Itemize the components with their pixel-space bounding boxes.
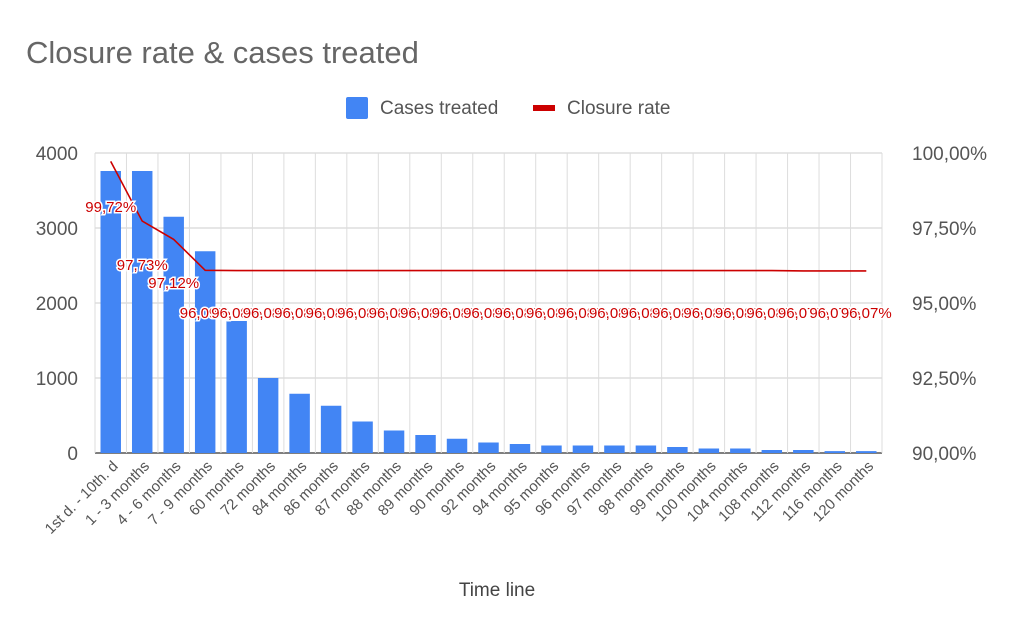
data-label-closure-rate: 96,08%: [526, 305, 577, 322]
data-label-closure-rate: 97,73%: [117, 257, 168, 274]
bar-cases-treated: [541, 445, 562, 453]
bar-cases-treated: [352, 421, 373, 453]
gridlines: [94, 152, 883, 454]
left-axis-tick-label: 2000: [36, 294, 78, 315]
data-label-closure-rate: 96,08%: [432, 305, 483, 322]
bar-cases-treated: [604, 445, 625, 453]
data-label-closure-rate: 96,07%: [809, 305, 860, 322]
right-axis-tick-label: 100,00%: [912, 144, 987, 165]
data-label-closure-rate: 96,08%: [337, 305, 388, 322]
legend-label-cases-treated: Cases treated: [380, 98, 498, 119]
bar-cases-treated: [793, 450, 814, 453]
bar-cases-treated: [163, 216, 184, 453]
closure-rate-data-labels: 99,72%97,73%97,12%96,09%96,08%96,08%96,0…: [84, 198, 893, 324]
bar-cases-treated: [320, 405, 342, 453]
bar-cases-treated: [257, 378, 279, 453]
data-label-closure-rate: 96,08%: [652, 305, 703, 322]
data-label-closure-rate: 96,08%: [306, 305, 357, 322]
data-label-closure-rate: 99,72%: [85, 199, 136, 216]
data-label-closure-rate: 97,12%: [148, 275, 199, 292]
data-label-closure-rate: 96,08%: [211, 305, 262, 322]
bar-cases-treated: [761, 450, 783, 453]
left-axis: 0 1000 2000 3000 4000: [36, 144, 78, 465]
data-label-closure-rate: 96,08%: [243, 305, 294, 322]
data-label-closure-rate: 96,08%: [558, 305, 609, 322]
data-label-closure-rate: 96,09%: [180, 305, 231, 322]
data-label-closure-rate: 96,08%: [463, 305, 514, 322]
right-axis-tick-label: 90,00%: [912, 444, 977, 465]
left-axis-tick-label: 0: [67, 444, 78, 465]
left-axis-tick-label: 1000: [36, 369, 78, 390]
bar-cases-treated: [289, 393, 310, 453]
bar-cases-treated: [509, 444, 531, 453]
right-axis: 90,00% 92,50% 95,00% 97,50% 100,00%: [912, 144, 987, 465]
data-label-closure-rate: 96,08%: [589, 305, 640, 322]
bar-cases-treated: [635, 445, 657, 453]
bars: [100, 171, 877, 453]
right-axis-tick-label: 95,00%: [912, 294, 977, 315]
bar-cases-treated: [226, 321, 247, 453]
data-label-closure-rate: 96,08%: [369, 305, 420, 322]
legend-swatch-closure-rate: [533, 105, 555, 111]
legend-swatch-cases-treated: [346, 97, 368, 119]
left-axis-tick-label: 3000: [36, 219, 78, 240]
bar-cases-treated: [383, 430, 405, 453]
data-label-closure-rate: 96,08%: [683, 305, 734, 322]
bar-cases-treated: [730, 448, 751, 453]
legend: Cases treated Closure rate: [346, 97, 671, 119]
data-label-closure-rate: 96,08%: [495, 305, 546, 322]
data-label-closure-rate: 96,08%: [400, 305, 451, 322]
bar-cases-treated: [698, 448, 720, 453]
legend-label-closure-rate: Closure rate: [567, 98, 671, 119]
bar-cases-treated: [446, 438, 468, 453]
bar-cases-treated: [194, 251, 216, 453]
bar-cases-treated: [856, 451, 877, 453]
right-axis-tick-label: 92,50%: [912, 369, 977, 390]
data-label-closure-rate: 96,08%: [715, 305, 766, 322]
bar-cases-treated: [131, 171, 153, 453]
bar-cases-treated: [100, 171, 121, 453]
data-label-closure-rate: 96,07%: [841, 305, 892, 322]
closure-rate-line: [109, 161, 867, 272]
line-closure-rate: [109, 161, 867, 272]
bar-cases-treated: [478, 442, 499, 453]
bar-cases-treated: [572, 445, 594, 453]
data-label-closure-rate: 96,08%: [274, 305, 325, 322]
bar-cases-treated: [824, 451, 846, 453]
bar-cases-treated: [667, 447, 688, 453]
left-axis-tick-label: 4000: [36, 144, 78, 165]
data-label-closure-rate: 96,07%: [778, 305, 829, 322]
x-axis-title: Time line: [459, 580, 535, 601]
chart-title: Closure rate & cases treated: [26, 35, 419, 70]
bar-cases-treated: [415, 435, 436, 453]
data-label-closure-rate: 96,08%: [746, 305, 797, 322]
right-axis-tick-label: 97,50%: [912, 219, 977, 240]
data-label-closure-rate: 96,08%: [620, 305, 671, 322]
